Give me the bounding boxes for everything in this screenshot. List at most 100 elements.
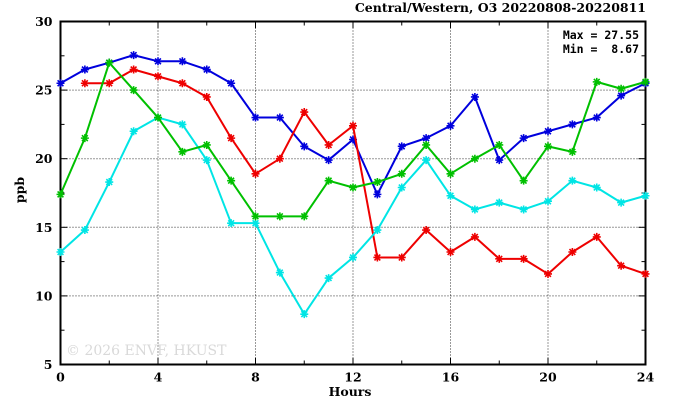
series-red-marker bbox=[519, 254, 528, 263]
series-green-marker bbox=[422, 140, 431, 149]
series-cyan-marker bbox=[178, 120, 187, 129]
series-blue-marker bbox=[129, 51, 138, 60]
series-cyan-marker bbox=[129, 127, 138, 136]
series-green-marker bbox=[617, 84, 626, 93]
series-blue-marker bbox=[227, 79, 236, 88]
series-green-marker bbox=[349, 183, 357, 192]
series-cyan-marker bbox=[105, 178, 114, 187]
series-red-marker bbox=[80, 79, 89, 88]
series-blue-marker bbox=[154, 57, 162, 66]
series-red-marker bbox=[227, 134, 236, 143]
y-tick-label: 30 bbox=[35, 14, 53, 29]
series-cyan-marker bbox=[544, 197, 552, 206]
series-lines bbox=[56, 51, 650, 319]
series-cyan-marker bbox=[227, 219, 236, 228]
series-blue-marker bbox=[202, 65, 211, 74]
series-cyan-marker bbox=[300, 310, 309, 319]
series-cyan-marker bbox=[446, 191, 455, 200]
series-cyan-marker bbox=[324, 274, 333, 283]
series-blue-marker bbox=[275, 113, 284, 122]
y-tick-label: 20 bbox=[35, 151, 53, 166]
series-blue-marker bbox=[300, 142, 309, 151]
series-green-marker bbox=[592, 77, 601, 86]
series-blue-marker bbox=[422, 134, 431, 143]
series-blue-marker bbox=[446, 121, 455, 130]
series-red-marker bbox=[154, 72, 162, 81]
series-blue-marker bbox=[544, 127, 552, 136]
series-blue-marker bbox=[324, 156, 333, 165]
series-blue-marker bbox=[373, 190, 382, 199]
series-green-marker bbox=[202, 140, 211, 149]
series-cyan-marker bbox=[80, 226, 89, 235]
series-cyan-marker bbox=[495, 198, 504, 207]
series-cyan-marker bbox=[422, 156, 431, 165]
series-green-marker bbox=[373, 178, 382, 187]
series-cyan bbox=[56, 113, 650, 319]
series-cyan-marker bbox=[275, 268, 284, 277]
axis-tick-labels: 5 10 15 20 25 30 0 4 8 12 16 20 24 bbox=[35, 14, 654, 385]
series-red-marker bbox=[592, 232, 601, 241]
series-blue-marker bbox=[470, 92, 479, 101]
series-cyan-marker bbox=[56, 247, 65, 256]
max-annotation: Max = 27.55 bbox=[563, 28, 639, 42]
series-green-marker bbox=[251, 212, 260, 221]
series-red-marker bbox=[617, 261, 626, 270]
series-green-marker bbox=[568, 147, 577, 156]
series-red-marker bbox=[324, 140, 333, 149]
series-cyan-marker bbox=[202, 156, 211, 165]
series-cyan-marker bbox=[349, 253, 357, 262]
x-tick-label: 0 bbox=[56, 370, 65, 385]
series-green-marker bbox=[227, 176, 236, 185]
x-tick-label: 8 bbox=[251, 370, 260, 385]
series-red-marker bbox=[495, 254, 504, 263]
min-annotation: Min = 8.67 bbox=[563, 42, 639, 56]
series-blue-marker bbox=[397, 142, 406, 151]
series-cyan-marker bbox=[470, 205, 479, 214]
y-tick-label: 15 bbox=[35, 220, 52, 235]
series-green-marker bbox=[495, 140, 504, 149]
series-green-marker bbox=[275, 212, 284, 221]
series-green-marker bbox=[519, 176, 528, 185]
x-tick-label: 12 bbox=[344, 370, 361, 385]
watermark: © 2026 ENVF, HKUST bbox=[66, 343, 227, 359]
series-green-marker bbox=[105, 58, 114, 67]
series-red-marker bbox=[202, 92, 211, 101]
series-blue-marker bbox=[178, 57, 187, 66]
series-green-marker bbox=[446, 169, 455, 178]
series-green-marker bbox=[324, 176, 333, 185]
series-green-marker bbox=[80, 134, 89, 143]
axis-ticks bbox=[60, 21, 646, 365]
series-blue-marker bbox=[617, 91, 626, 100]
series-red-marker bbox=[568, 247, 577, 256]
y-tick-label: 10 bbox=[35, 288, 53, 303]
x-tick-label: 24 bbox=[637, 370, 655, 385]
series-red-marker bbox=[178, 79, 187, 88]
series-cyan-marker bbox=[568, 176, 577, 185]
y-tick-label: 25 bbox=[35, 83, 52, 98]
series-red-marker bbox=[641, 269, 650, 278]
series-blue-marker bbox=[519, 134, 528, 143]
x-tick-label: 4 bbox=[154, 370, 163, 385]
series-cyan-marker bbox=[592, 183, 601, 192]
x-axis-label: Hours bbox=[329, 384, 372, 399]
series-green-marker bbox=[56, 190, 65, 199]
gridlines bbox=[60, 21, 646, 365]
series-blue-marker bbox=[251, 113, 260, 122]
series-green-marker bbox=[470, 154, 479, 163]
series-blue-marker bbox=[80, 65, 89, 74]
series-cyan-marker bbox=[519, 205, 528, 214]
series-red-marker bbox=[397, 253, 406, 262]
series-green bbox=[56, 58, 650, 221]
series-blue-marker bbox=[592, 113, 601, 122]
series-green-marker bbox=[154, 113, 162, 122]
series-red-marker bbox=[129, 65, 138, 74]
x-tick-label: 20 bbox=[539, 370, 557, 385]
series-blue-marker bbox=[568, 120, 577, 129]
series-blue-marker bbox=[56, 79, 65, 88]
series-green-marker bbox=[129, 86, 138, 95]
series-cyan-marker bbox=[373, 226, 382, 235]
series-red-marker bbox=[544, 269, 552, 278]
series-cyan-marker bbox=[641, 191, 650, 200]
